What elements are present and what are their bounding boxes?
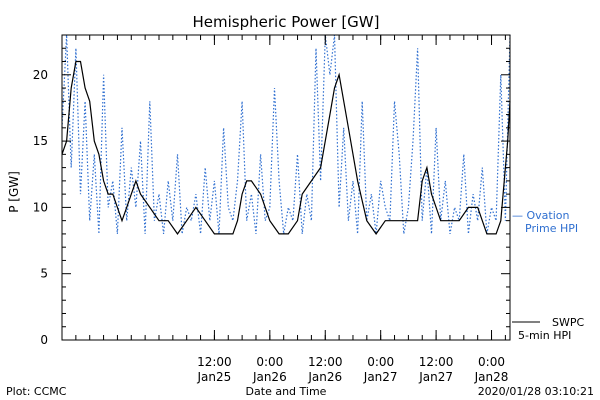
y-tick-label: 10 (33, 200, 48, 214)
y-tick-label: 20 (33, 68, 48, 82)
x-tick-date-label: Jan26 (307, 370, 342, 384)
x-axis: 12:00Jan250:00Jan2612:00Jan260:00Jan2712… (61, 35, 509, 384)
plot-area (61, 34, 511, 341)
plot-frame (61, 34, 511, 341)
x-tick-date-label: Jan27 (418, 370, 453, 384)
x-tick-time-label: 12:00 (308, 355, 343, 369)
footer-timestamp: 2020/01/28 03:10:21 (478, 385, 594, 398)
y-tick-label: 0 (40, 333, 48, 347)
legend: — Ovation Prime HPI SWPC 5-min HPI (512, 209, 584, 342)
x-axis-label: Date and Time (246, 385, 327, 398)
x-tick-date-label: Jan25 (197, 370, 232, 384)
x-tick-date-label: Jan26 (252, 370, 287, 384)
x-tick-time-label: 12:00 (419, 355, 454, 369)
footer-plot-credit: Plot: CCMC (6, 385, 67, 398)
legend-ovation-line2: Prime HPI (525, 222, 578, 235)
y-axis-label: P [GW] (7, 171, 21, 213)
x-tick-time-label: 0:00 (367, 355, 394, 369)
x-tick-time-label: 0:00 (256, 355, 283, 369)
y-axis: 0 5 10 15 20 (33, 34, 510, 347)
chart-title: Hemispheric Power [GW] (193, 13, 380, 31)
x-tick-date-label: Jan27 (363, 370, 398, 384)
y-tick-label: 15 (33, 134, 48, 148)
legend-swpc-line1: SWPC (552, 316, 584, 329)
legend-ovation-line1: — Ovation (512, 209, 570, 222)
x-tick-time-label: 12:00 (197, 355, 232, 369)
legend-swpc-line2: 5-min HPI (518, 329, 571, 342)
series-ovation-prime-line (61, 34, 511, 235)
x-tick-date-label: Jan28 (474, 370, 509, 384)
series-swpc-line (61, 60, 511, 235)
x-tick-time-label: 0:00 (478, 355, 505, 369)
y-tick-label: 5 (40, 267, 48, 281)
